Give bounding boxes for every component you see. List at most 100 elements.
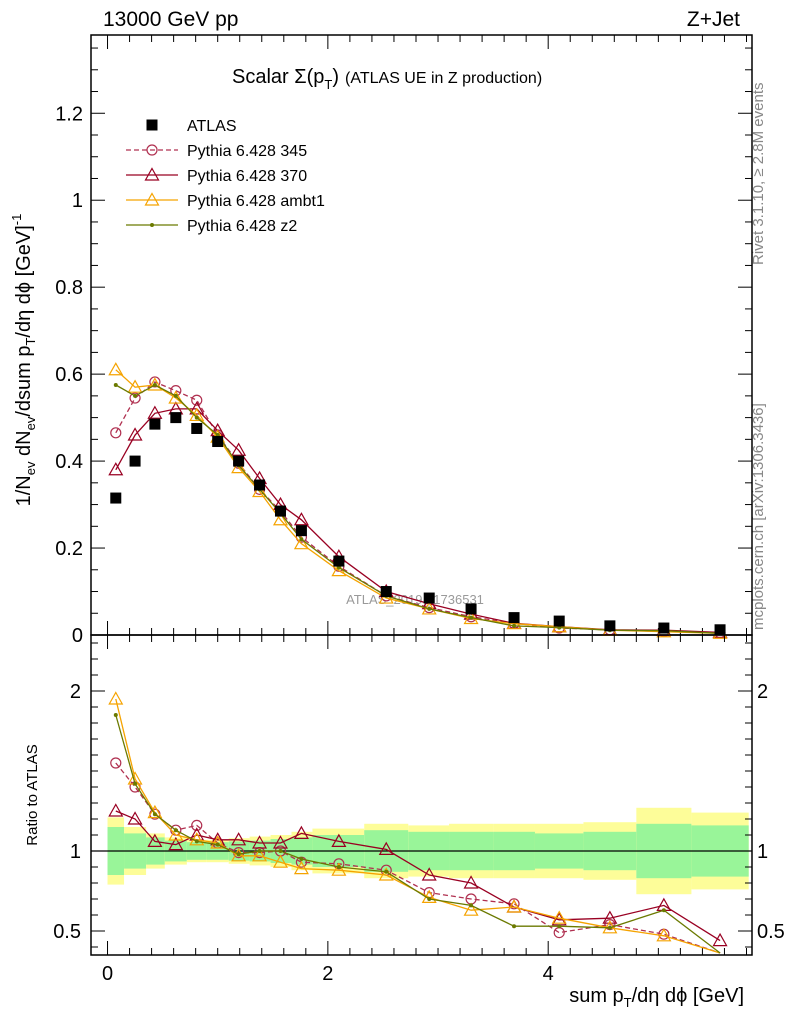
data-point-0-6 [233, 455, 245, 467]
ratio-point-2-9 [293, 860, 309, 875]
ratio-point-2-17 [656, 928, 672, 942]
ratio-y-tick-label-right: 1 [757, 841, 768, 863]
ratio-point-2-14 [506, 899, 522, 913]
ratio-point-3-10 [336, 865, 341, 869]
data-point-0-14 [508, 612, 520, 624]
ratio-point-3-9 [299, 857, 304, 861]
ratio-point-3-17 [661, 908, 666, 913]
main-point-1-4 [189, 401, 205, 415]
legend-marker-3 [144, 192, 160, 206]
x-tick-label: 4 [543, 963, 554, 985]
main-panel: 0 0.2 0.4 0.6 0.8 1 1.2 [55, 34, 753, 647]
ratio-point-2-6 [231, 848, 247, 862]
data-point-0-13 [465, 603, 477, 615]
data-point-0-2 [149, 418, 161, 430]
main-point-1-1 [127, 427, 143, 441]
legend: ATLAS Pythia 6.428 345 Pythia 6.428 370 Pyt… [126, 118, 325, 235]
main-point-2-6 [231, 459, 247, 474]
ratio-point-2-13 [463, 902, 479, 916]
y-tick-label: 0.8 [55, 277, 83, 299]
ratio-point-3-2 [152, 812, 157, 817]
main-point-3-9 [299, 537, 304, 542]
main-point-2-0 [108, 362, 124, 376]
main-point-2-8 [272, 512, 289, 526]
main-point-2-2 [147, 377, 163, 391]
data-point-0-4 [191, 422, 203, 434]
y-tick-label: 0.2 [55, 538, 83, 560]
legend-marker-2 [144, 167, 160, 181]
ratio-point-0-4 [191, 819, 203, 832]
ratio-point-2-0 [108, 691, 124, 705]
main-point-3-5 [215, 433, 220, 437]
ratio-point-3-7 [257, 849, 262, 853]
ratio-point-3-5 [215, 842, 220, 847]
ratio-point-2-3 [168, 827, 184, 841]
legend-label-3: Pythia 6.428 ambt1 [187, 193, 325, 210]
ratio-series-line-2 [115, 698, 721, 954]
y-tick-label: 0 [72, 625, 83, 647]
data-point-0-3 [170, 412, 182, 424]
ratio-point-2-10 [331, 862, 347, 876]
legend-label-2: Pythia 6.428 370 [187, 168, 307, 185]
ratio-point-1-12 [421, 867, 437, 881]
ratio-point-1-2 [147, 833, 163, 847]
ratio-point-3-0 [113, 713, 118, 717]
legend-marker-0 [146, 119, 158, 131]
process-label: Z+Jet [687, 8, 740, 31]
main-point-3-14 [512, 623, 517, 628]
y-tick-label: 0.4 [55, 451, 83, 473]
ratio-point-3-13 [469, 903, 474, 908]
data-point-0-11 [380, 586, 392, 598]
main-point-3-15 [557, 625, 562, 630]
legend-marker-1 [146, 144, 158, 156]
ratio-y-tick-label-right: 0.5 [757, 921, 785, 943]
energy-label: 13000 GeV pp [103, 8, 238, 31]
ratio-point-1-8 [272, 835, 289, 849]
ratio-point-2-7 [252, 848, 268, 862]
data-point-0-5 [212, 436, 224, 448]
data-point-0-12 [423, 592, 435, 604]
ratio-point-3-15 [557, 924, 562, 929]
data-point-0-0 [110, 492, 122, 504]
ratio-panel: 0 2 4 0.5 0.5 1 1 2 2 [53, 634, 785, 985]
data-point-0-8 [274, 505, 286, 517]
y-tick-label: 0.6 [55, 364, 83, 386]
data-point-0-15 [553, 615, 565, 627]
main-title: Scalar Σ(pT) (ATLAS UE in Z production) [232, 66, 542, 92]
x-tick-label: 2 [322, 963, 333, 985]
ratio-point-1-16 [602, 910, 618, 924]
legend-label-4: Pythia 6.428 z2 [187, 218, 297, 235]
ratio-point-3-8 [278, 849, 283, 853]
ratio-point-1-9 [293, 825, 309, 839]
main-point-3-3 [173, 393, 178, 398]
ratio-point-0-0 [110, 757, 122, 769]
main-point-0-1 [129, 392, 141, 404]
main-point-3-10 [336, 565, 341, 570]
data-point-0-17 [658, 622, 670, 634]
main-point-3-1 [133, 393, 138, 398]
x-axis-label: sum pT/dη dϕ [GeV] [569, 985, 744, 1010]
main-point-3-13 [469, 615, 474, 620]
main-point-2-9 [293, 535, 309, 550]
ratio-point-1-18 [712, 932, 728, 947]
y-tick-label: 1.2 [55, 103, 83, 125]
ratio-point-1-6 [231, 832, 247, 846]
ratio-point-3-6 [236, 852, 241, 857]
ratio-y-tick-label: 1 [70, 841, 81, 863]
ratio-point-1-11 [378, 841, 394, 855]
data-point-0-9 [295, 525, 307, 537]
main-y-axis-label: 1/Nev dNev/dsum pT/dη dϕ [GeV]-1 [9, 214, 38, 507]
ratio-point-1-0 [108, 803, 124, 817]
main-point-1-2 [147, 405, 163, 419]
ratio-point-3-11 [384, 869, 389, 874]
main-point-1-9 [293, 512, 309, 526]
ratio-point-2-5 [210, 835, 226, 849]
ratio-point-3-4 [194, 839, 199, 844]
main-point-3-2 [152, 383, 157, 387]
ratio-point-1-1 [127, 811, 143, 825]
ratio-point-3-12 [427, 897, 432, 901]
main-point-3-4 [194, 415, 199, 420]
main-point-0-0 [110, 427, 122, 439]
ratio-point-3-14 [512, 924, 517, 929]
